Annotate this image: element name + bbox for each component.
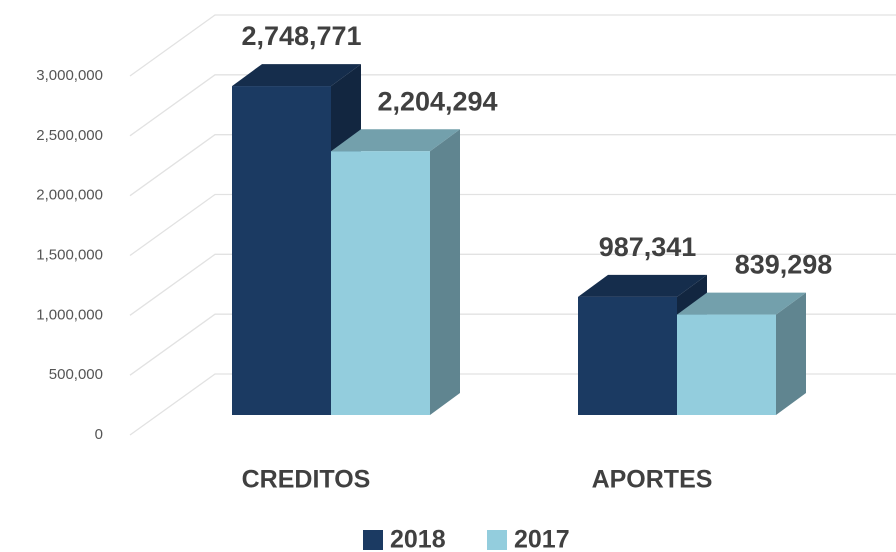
y-tick-label: 500,000 [49, 366, 103, 383]
bar [331, 151, 430, 415]
bar-side [776, 292, 806, 415]
y-tick-label: 1,500,000 [36, 246, 103, 263]
grid-line [129, 134, 896, 197]
grid-line [129, 193, 896, 257]
bar [232, 86, 331, 416]
legend-label: 2017 [514, 526, 570, 552]
y-tick-label: 2,500,000 [36, 127, 103, 144]
data-label: 839,298 [735, 250, 833, 280]
legend-swatch [487, 530, 507, 550]
legend-label: 2018 [390, 526, 446, 552]
y-tick-label: 2,000,000 [36, 187, 103, 204]
legend-swatch [363, 530, 383, 550]
bar [677, 314, 776, 415]
x-tick-label: APORTES [592, 466, 713, 494]
bar-top [232, 64, 361, 87]
y-tick-label: 3,000,000 [36, 67, 103, 84]
bar-top [331, 129, 460, 152]
bar-top [578, 274, 707, 297]
bar [578, 296, 677, 415]
y-tick-label: 0 [95, 426, 103, 443]
grid-line [129, 74, 896, 137]
data-label: 987,341 [599, 232, 697, 262]
bar-top [677, 292, 806, 315]
y-tick-label: 1,000,000 [36, 306, 103, 323]
data-label: 2,748,771 [241, 21, 361, 51]
bar-side [430, 129, 460, 415]
x-tick-label: CREDITOS [242, 466, 371, 494]
grid-line [129, 253, 896, 316]
grid-line [129, 14, 896, 77]
data-label: 2,204,294 [377, 86, 497, 116]
